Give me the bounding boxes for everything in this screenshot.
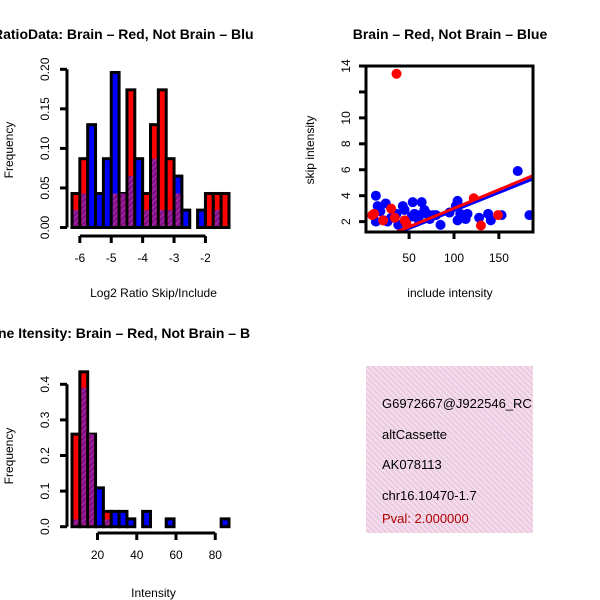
intensity-scatter: Brain – Red, Not Brain – Blue 50 100 150 2 4 6… bbox=[303, 26, 547, 300]
x-tick-label: -5 bbox=[106, 251, 117, 265]
info-pval: Pval: 2.000000 bbox=[382, 511, 469, 526]
x-tick-label: -4 bbox=[137, 251, 148, 265]
scatter-point-blue bbox=[435, 219, 446, 230]
scatter-point-blue bbox=[512, 166, 523, 177]
chart-title: RatioData: Brain – Red, Not Brain – Blu bbox=[0, 26, 254, 42]
y-tick-label: 0.4 bbox=[38, 376, 52, 393]
y-tick-label: 0.1 bbox=[38, 482, 52, 499]
x-tick-label: 60 bbox=[169, 548, 183, 562]
histogram-bar bbox=[219, 517, 231, 529]
histogram-bar bbox=[180, 208, 192, 230]
scatter-point-red bbox=[386, 203, 397, 214]
y-tick-label: 0.3 bbox=[38, 411, 52, 428]
x-tick-label: 50 bbox=[402, 251, 416, 265]
histogram-overlap-bar bbox=[214, 210, 220, 226]
scatter-point-red bbox=[475, 220, 486, 231]
scatter-point-blue bbox=[370, 190, 381, 201]
y-axis-label: Frequency bbox=[2, 428, 16, 485]
scatter-point-red bbox=[378, 215, 389, 226]
plot-frame bbox=[364, 64, 535, 234]
x-tick-label: 100 bbox=[444, 251, 464, 265]
x-tick-label: -2 bbox=[200, 251, 211, 265]
fit-line-blue bbox=[399, 177, 533, 232]
y-tick-label: 0.2 bbox=[38, 447, 52, 464]
y-tick-label: 8 bbox=[339, 140, 353, 147]
chart-title: ne Itensity: Brain – Red, Not Brain – B bbox=[0, 325, 250, 341]
y-tick-label: 0.00 bbox=[38, 215, 52, 239]
info-background bbox=[366, 366, 533, 533]
histogram-overlap-bar bbox=[152, 158, 157, 226]
histogram-bar bbox=[141, 509, 152, 529]
y-tick-label: 0.10 bbox=[38, 136, 52, 160]
histogram-overlap-bar bbox=[104, 519, 110, 526]
y-tick-label: 10 bbox=[339, 111, 353, 125]
ratio-histogram: RatioData: Brain – Red, Not Brain – Blu -… bbox=[0, 26, 254, 300]
histogram-overlap-bar bbox=[128, 176, 134, 226]
x-tick-label: 150 bbox=[489, 251, 509, 265]
scatter-point-blue bbox=[485, 215, 496, 226]
histogram-bar bbox=[86, 123, 98, 229]
gene-intensity-histogram: ne Itensity: Brain – Red, Not Brain – B 2… bbox=[0, 325, 250, 600]
x-axis-label: include intensity bbox=[407, 286, 492, 300]
histogram-overlap-bar bbox=[73, 210, 79, 226]
histogram-overlap-bar bbox=[175, 193, 181, 226]
info-line-location: chr16.10470-1.7 bbox=[382, 488, 477, 503]
scatter-point-blue bbox=[416, 197, 427, 208]
x-tick-label: 40 bbox=[130, 548, 144, 562]
y-axis-label: Frequency bbox=[2, 122, 16, 179]
fit-line-red bbox=[395, 174, 533, 232]
scatter-point-red bbox=[369, 208, 380, 219]
scatter-point-blue bbox=[524, 210, 533, 221]
histogram-overlap-bar bbox=[144, 210, 149, 226]
scatter-point-blue bbox=[407, 197, 418, 208]
info-line-id: G6972667@J922546_RC bbox=[382, 396, 532, 411]
y-tick-label: 0.0 bbox=[38, 518, 52, 535]
x-axis-label: Log2 Ratio Skip/Include bbox=[90, 286, 217, 300]
y-tick-label: 4 bbox=[339, 192, 353, 199]
title-clip: RatioData: Brain – Red, Not Brain – Blu bbox=[0, 26, 254, 42]
scatter-point-red bbox=[389, 212, 400, 223]
title-clip: ne Itensity: Brain – Red, Not Brain – B bbox=[0, 325, 250, 341]
y-axis-label: skip intensity bbox=[303, 116, 317, 185]
x-axis-label: Intensity bbox=[131, 586, 176, 600]
info-line-accession: AK078113 bbox=[382, 457, 442, 472]
x-tick-label: -6 bbox=[75, 251, 86, 265]
y-tick-label: 6 bbox=[339, 166, 353, 173]
scatter-points bbox=[367, 68, 533, 232]
y-tick-label: 0.20 bbox=[38, 57, 52, 81]
histogram-bar bbox=[219, 191, 231, 229]
histogram-overlap-bar bbox=[73, 519, 79, 526]
y-tick-label: 14 bbox=[339, 59, 353, 73]
histogram-bar bbox=[94, 486, 105, 529]
histogram-overlap-bar bbox=[167, 210, 173, 226]
scatter-point-red bbox=[492, 210, 503, 221]
histogram-overlap-bar bbox=[112, 193, 118, 226]
scatter-point-blue bbox=[419, 204, 430, 215]
scatter-point-blue bbox=[399, 204, 410, 215]
histogram-overlap-bar bbox=[159, 210, 165, 226]
scatter-point-red bbox=[391, 68, 402, 79]
scatter-point-blue bbox=[457, 211, 468, 222]
x-tick-label: 80 bbox=[209, 548, 223, 562]
histogram-bar bbox=[125, 517, 137, 529]
info-panel: G6972667@J922546_RC altCassette AK078113… bbox=[366, 366, 533, 533]
histogram-overlap-bar bbox=[89, 434, 95, 526]
x-tick-label: 20 bbox=[91, 548, 105, 562]
y-tick-label: 0.05 bbox=[38, 176, 52, 200]
histogram-overlap-bar bbox=[81, 387, 87, 526]
chart-title: Brain – Red, Not Brain – Blue bbox=[353, 26, 548, 42]
histogram-overlap-bar bbox=[120, 193, 126, 226]
scatter-point-blue bbox=[474, 212, 485, 223]
histogram-overlap-bar bbox=[81, 193, 87, 226]
histogram-bar bbox=[164, 517, 176, 529]
histogram-bar bbox=[109, 70, 121, 229]
x-tick-label: -3 bbox=[169, 251, 180, 265]
y-tick-label: 2 bbox=[339, 218, 353, 225]
y-tick-label: 0.15 bbox=[38, 97, 52, 121]
info-line-type: altCassette bbox=[382, 427, 447, 442]
